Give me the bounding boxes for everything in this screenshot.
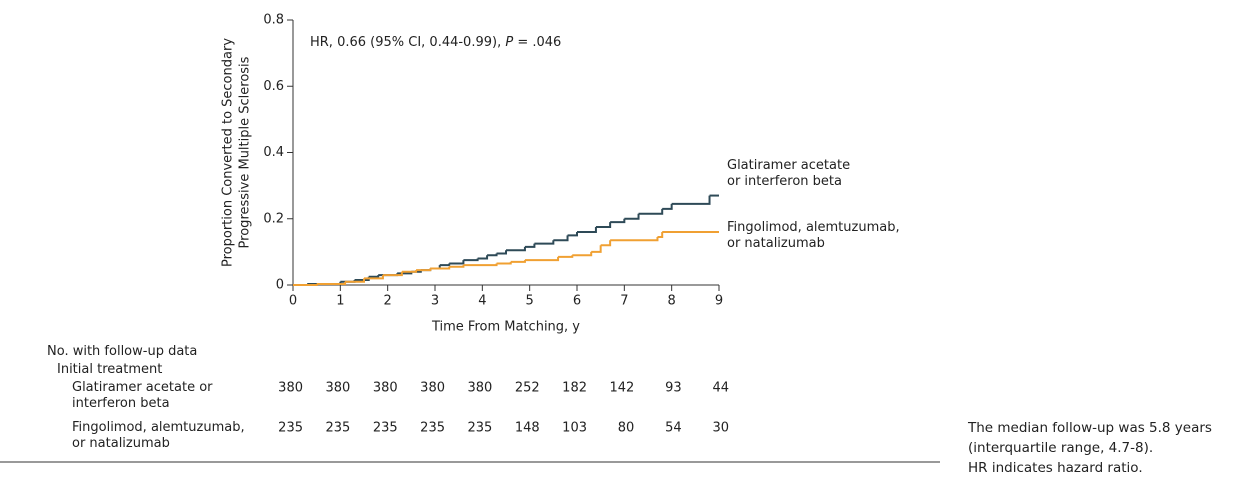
- step: [463, 263, 498, 267]
- step: [671, 195, 711, 205]
- step: [382, 271, 403, 277]
- y-tick-label: 0.6: [263, 79, 284, 94]
- step: [439, 263, 451, 267]
- step: [638, 208, 664, 215]
- step: [463, 258, 479, 262]
- step: [610, 218, 626, 224]
- risk-count: 380: [326, 381, 351, 396]
- step: [577, 227, 597, 233]
- step: [657, 232, 664, 238]
- risk-count: 44: [712, 381, 729, 396]
- risk-count: 235: [373, 421, 398, 436]
- risk-count: 235: [278, 421, 303, 436]
- step: [572, 251, 593, 257]
- step: [558, 255, 574, 258]
- risk-count: 235: [420, 421, 445, 436]
- step: [553, 235, 569, 242]
- step: [662, 203, 673, 210]
- risk-count: 252: [515, 381, 540, 396]
- x-tick-label: 8: [668, 294, 676, 309]
- step: [534, 240, 555, 245]
- risk-row-label: Fingolimod, alemtuzumab, or natalizumab: [72, 420, 245, 451]
- y-axis-label: Progressive Multiple Sclerosis: [238, 56, 253, 248]
- step: [477, 255, 489, 260]
- x-tick-label: 0: [289, 294, 297, 309]
- risk-count: 235: [326, 421, 351, 436]
- footnote-line: HR indicates hazard ratio.: [968, 460, 1143, 476]
- step: [567, 232, 578, 237]
- step: [624, 213, 640, 220]
- x-tick-label: 3: [431, 294, 439, 309]
- y-tick-label: 0.8: [263, 13, 284, 28]
- step: [496, 250, 507, 255]
- footnote: The median follow-up was 5.8 years (inte…: [968, 418, 1249, 478]
- x-tick-label: 5: [526, 294, 534, 309]
- step: [524, 243, 536, 248]
- step: [510, 260, 526, 263]
- risk-header: No. with follow-up data: [47, 344, 198, 359]
- step: [368, 275, 380, 278]
- x-axis-label: Time From Matching, y: [431, 320, 580, 335]
- risk-count: 54: [665, 421, 682, 436]
- annotation: HR, 0.66 (95% CI, 0.44-0.99), P = .046: [310, 35, 561, 50]
- step: [524, 256, 560, 262]
- annotation-part: = .046: [513, 35, 561, 50]
- x-tick-label: 4: [478, 294, 486, 309]
- step: [401, 270, 418, 273]
- annotation-part: HR, 0.66 (95% CI, 0.44-0.99),: [310, 35, 505, 50]
- risk-count: 380: [373, 381, 398, 396]
- footnote-line: The median follow-up was 5.8 years (inte…: [968, 420, 1212, 456]
- step: [345, 278, 365, 283]
- risk-header: Initial treatment: [57, 362, 163, 377]
- x-tick-label: 6: [573, 294, 581, 309]
- x-tick-label: 9: [715, 294, 723, 309]
- risk-count: 80: [618, 421, 635, 436]
- risk-row-label: Glatiramer acetate or interferon beta: [72, 380, 213, 411]
- step: [449, 265, 465, 268]
- step: [591, 245, 602, 253]
- y-tick-label: 0.4: [263, 145, 284, 160]
- step: [416, 268, 432, 272]
- risk-count: 103: [562, 421, 587, 436]
- risk-count: 380: [420, 381, 445, 396]
- step: [487, 253, 498, 257]
- y-tick-label: 0: [276, 278, 284, 293]
- risk-count: 380: [468, 381, 493, 396]
- x-tick-label: 1: [336, 294, 344, 309]
- y-tick-label: 0.2: [263, 211, 284, 226]
- risk-count: 142: [610, 381, 635, 396]
- step: [610, 236, 659, 242]
- step: [496, 261, 512, 265]
- step: [600, 240, 612, 247]
- legend-label: Glatiramer acetate or interferon beta: [727, 157, 851, 189]
- risk-count: 93: [665, 381, 682, 396]
- step: [293, 284, 318, 286]
- legend-label: Fingolimod, alemtuzumab, or natalizumab: [727, 220, 900, 251]
- risk-count: 182: [562, 381, 587, 396]
- risk-count: 235: [468, 421, 493, 436]
- step: [364, 275, 384, 280]
- risk-count: 30: [712, 421, 729, 436]
- step: [595, 222, 612, 229]
- x-tick-label: 2: [384, 294, 392, 309]
- y-axis-label: Proportion Converted to Secondary: [221, 38, 236, 267]
- risk-count: 148: [515, 421, 540, 436]
- step: [506, 246, 526, 252]
- x-tick-label: 7: [620, 294, 628, 309]
- risk-count: 380: [278, 381, 303, 396]
- step: [449, 260, 465, 265]
- annotation-part: P: [505, 35, 513, 50]
